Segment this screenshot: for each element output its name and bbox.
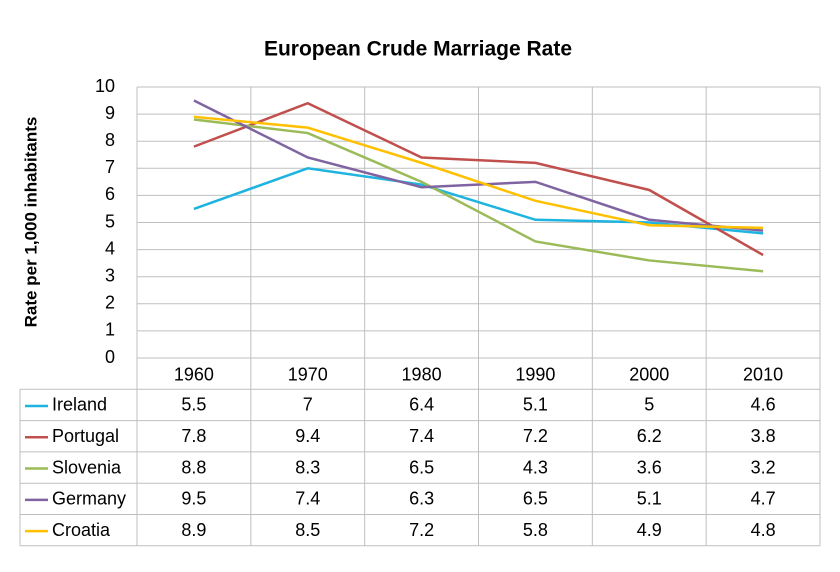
x-tick-label: 2000 bbox=[629, 364, 669, 384]
table-value: 7.8 bbox=[181, 426, 206, 446]
y-tick-label: 6 bbox=[105, 184, 115, 204]
table-value: 5.1 bbox=[637, 489, 662, 509]
legend-label: Croatia bbox=[52, 520, 111, 540]
table-value: 7.2 bbox=[409, 520, 434, 540]
table-value: 7.2 bbox=[523, 426, 548, 446]
table-value: 6.4 bbox=[409, 395, 434, 415]
x-tick-label: 1980 bbox=[402, 364, 442, 384]
x-tick-label: 1960 bbox=[174, 364, 214, 384]
table-value: 6.2 bbox=[637, 426, 662, 446]
series-line bbox=[193, 167, 764, 235]
chart-title: European Crude Marriage Rate bbox=[264, 38, 572, 61]
y-tick-label: 7 bbox=[105, 157, 115, 177]
y-tick-label: 9 bbox=[105, 103, 115, 123]
table-value: 6.3 bbox=[409, 489, 434, 509]
table-value: 7 bbox=[303, 395, 313, 415]
table-value: 5.5 bbox=[181, 395, 206, 415]
table-value: 4.3 bbox=[523, 457, 548, 477]
y-tick-label: 1 bbox=[105, 320, 115, 340]
table-value: 4.7 bbox=[751, 489, 776, 509]
table-value: 6.5 bbox=[409, 457, 434, 477]
table-value: 3.6 bbox=[637, 457, 662, 477]
y-tick-label: 3 bbox=[105, 265, 115, 285]
y-tick-label: 10 bbox=[95, 76, 115, 96]
y-tick-label: 2 bbox=[105, 293, 115, 313]
legend-label: Portugal bbox=[52, 426, 119, 446]
legend-label: Ireland bbox=[52, 395, 107, 415]
y-axis-label: Rate per 1,000 inhabitants bbox=[21, 117, 40, 328]
table-value: 4.6 bbox=[751, 395, 776, 415]
y-tick-label: 8 bbox=[105, 130, 115, 150]
table-value: 4.8 bbox=[751, 520, 776, 540]
series-line bbox=[193, 118, 764, 273]
x-tick-label: 2010 bbox=[743, 364, 783, 384]
table-value: 6.5 bbox=[523, 489, 548, 509]
y-tick-label: 4 bbox=[105, 238, 115, 258]
x-tick-label: 1970 bbox=[288, 364, 328, 384]
table-value: 8.3 bbox=[295, 457, 320, 477]
legend-label: Germany bbox=[52, 489, 126, 509]
table-value: 3.8 bbox=[751, 426, 776, 446]
table-value: 9.5 bbox=[181, 489, 206, 509]
table-value: 4.9 bbox=[637, 520, 662, 540]
table-value: 5.1 bbox=[523, 395, 548, 415]
series-line bbox=[193, 101, 764, 257]
table-value: 8.9 bbox=[181, 520, 206, 540]
table-value: 7.4 bbox=[409, 426, 434, 446]
table-value: 8.8 bbox=[181, 457, 206, 477]
legend-label: Slovenia bbox=[52, 457, 122, 477]
table-value: 5 bbox=[644, 395, 654, 415]
table-value: 8.5 bbox=[295, 520, 320, 540]
series-line bbox=[193, 115, 764, 230]
table-value: 7.4 bbox=[295, 489, 320, 509]
y-tick-label: 0 bbox=[105, 347, 115, 367]
y-tick-label: 5 bbox=[105, 211, 115, 231]
table-value: 3.2 bbox=[751, 457, 776, 477]
series-line bbox=[193, 99, 764, 232]
x-tick-label: 1990 bbox=[515, 364, 555, 384]
table-value: 9.4 bbox=[295, 426, 320, 446]
table-value: 5.8 bbox=[523, 520, 548, 540]
